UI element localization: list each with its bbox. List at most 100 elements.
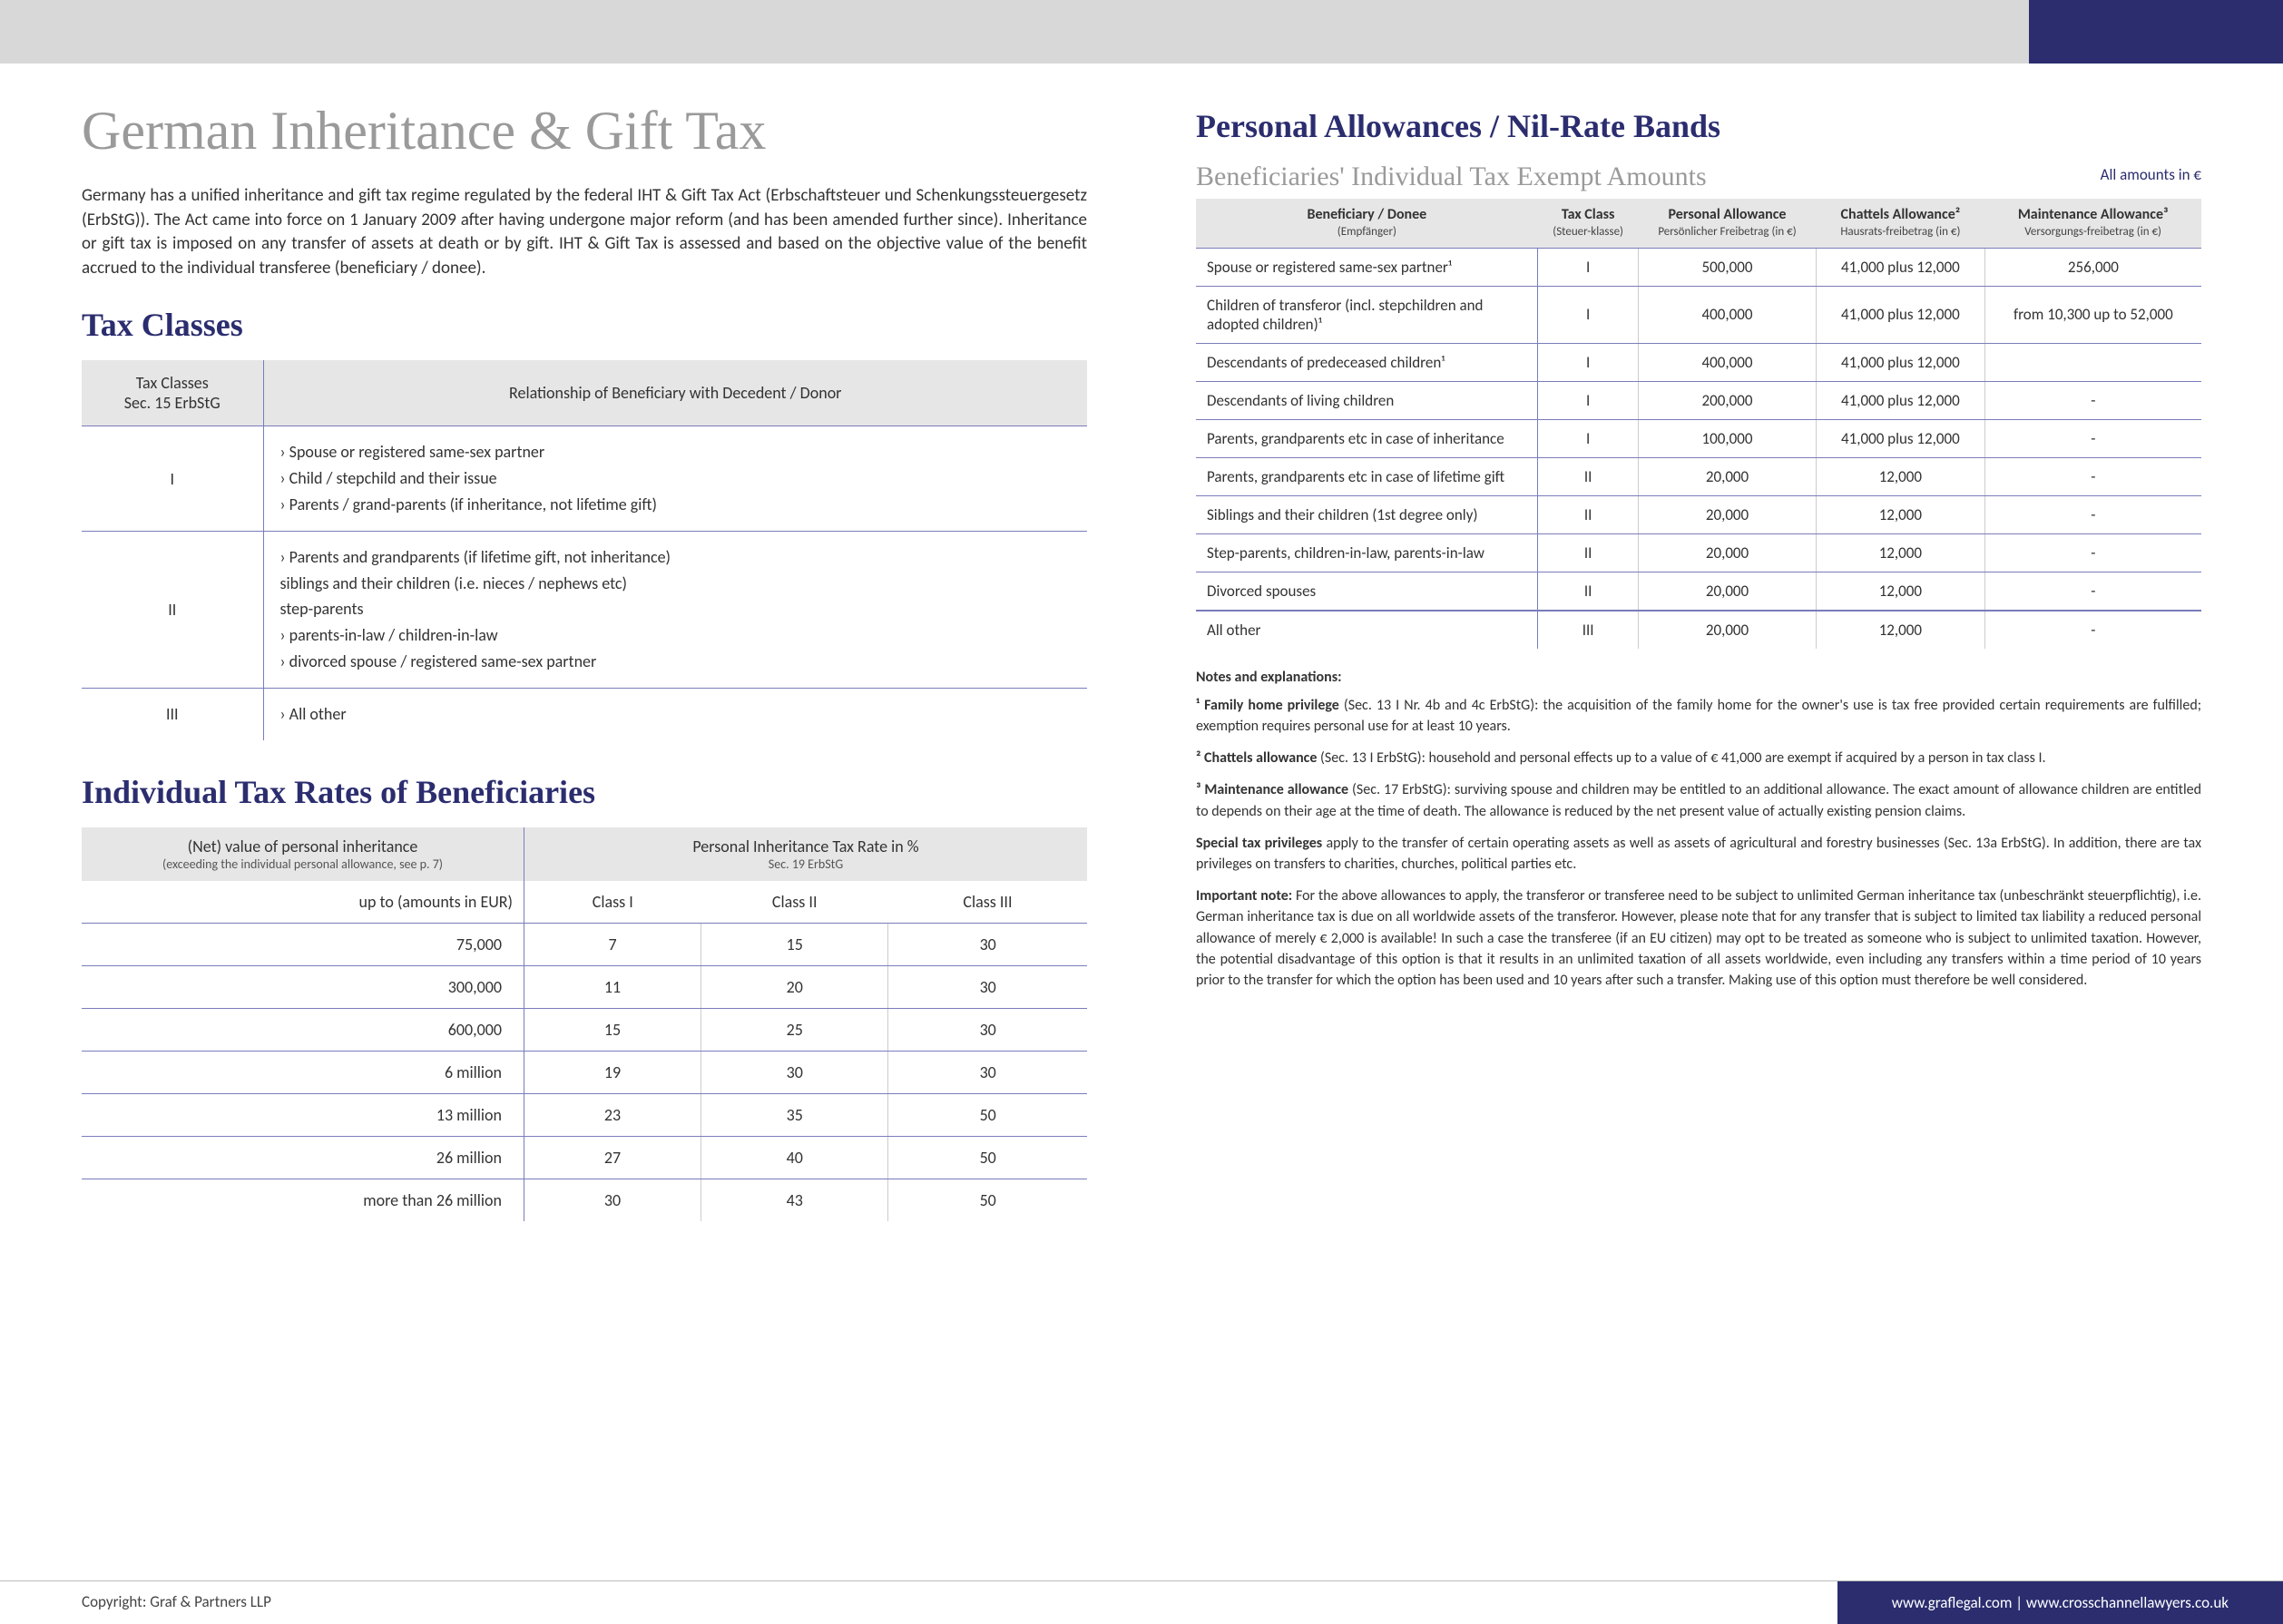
allow-cell: II xyxy=(1538,533,1639,572)
rates-cell: 25 xyxy=(701,1008,888,1051)
allow-cell: Descendants of predeceased children¹ xyxy=(1196,343,1538,381)
allow-cell: 41,000 plus 12,000 xyxy=(1817,343,1985,381)
allow-cell: 12,000 xyxy=(1817,495,1985,533)
tc-rel-cell: › All other xyxy=(263,688,1087,739)
allow-cell: Children of transferor (incl. stepchildr… xyxy=(1196,286,1538,343)
allowances-table: Beneficiary / Donee(Empfänger)Tax Class(… xyxy=(1196,199,2201,649)
allow-cell: Siblings and their children (1st degree … xyxy=(1196,495,1538,533)
allow-cell: 100,000 xyxy=(1639,419,1817,457)
note-extra: Special tax privileges apply to the tran… xyxy=(1196,833,2201,875)
tc-header-class: Tax Classes Sec. 15 ErbStG xyxy=(82,360,263,426)
allow-cell: 41,000 plus 12,000 xyxy=(1817,248,1985,286)
allow-cell: - xyxy=(1984,495,2201,533)
tc-header-rel: Relationship of Beneficiary with Deceden… xyxy=(263,360,1087,426)
rates-cell: 26 million xyxy=(82,1136,524,1179)
rates-cell: 15 xyxy=(701,923,888,965)
allow-header: Beneficiary / Donee(Empfänger) xyxy=(1196,199,1538,248)
allow-cell: Step-parents, children-in-law, parents-i… xyxy=(1196,533,1538,572)
allow-cell: II xyxy=(1538,457,1639,495)
rates-cell: 50 xyxy=(888,1093,1087,1136)
rates-cell: 20 xyxy=(701,965,888,1008)
intro-paragraph: Germany has a unified inheritance and gi… xyxy=(82,184,1087,280)
allow-cell: I xyxy=(1538,343,1639,381)
allow-cell: - xyxy=(1984,533,2201,572)
tc-rel-cell: › Parents and grandparents (if lifetime … xyxy=(263,531,1087,688)
allowances-title: Personal Allowances / Nil-Rate Bands xyxy=(1196,107,2201,145)
rates-cell: 15 xyxy=(524,1008,701,1051)
footer: Copyright: Graf & Partners LLP www.grafl… xyxy=(0,1580,2283,1624)
note-item: ¹ Family home privilege (Sec. 13 I Nr. 4… xyxy=(1196,695,2201,737)
footer-copyright: Copyright: Graf & Partners LLP xyxy=(0,1581,353,1624)
allow-cell: - xyxy=(1984,419,2201,457)
allow-cell: II xyxy=(1538,495,1639,533)
allow-cell: Divorced spouses xyxy=(1196,572,1538,611)
allow-cell: 400,000 xyxy=(1639,286,1817,343)
top-accent xyxy=(2029,0,2283,64)
rates-title: Individual Tax Rates of Beneficiaries xyxy=(82,773,1087,811)
allow-cell: 12,000 xyxy=(1817,611,1985,649)
allow-cell xyxy=(1984,343,2201,381)
rates-cell: 35 xyxy=(701,1093,888,1136)
allow-cell: 20,000 xyxy=(1639,611,1817,649)
tc-class-cell: I xyxy=(82,426,263,531)
allow-cell: II xyxy=(1538,572,1639,611)
notes-section: Notes and explanations: ¹ Family home pr… xyxy=(1196,667,2201,991)
allow-header: Chattels Allowance²Hausrats-freibetrag (… xyxy=(1817,199,1985,248)
note-extra: Important note: For the above allowances… xyxy=(1196,885,2201,991)
rates-cell: 300,000 xyxy=(82,965,524,1008)
rates-cell: 13 million xyxy=(82,1093,524,1136)
rates-cell: 30 xyxy=(888,965,1087,1008)
note-item: ² Chattels allowance (Sec. 13 I ErbStG):… xyxy=(1196,748,2201,768)
allow-cell: All other xyxy=(1196,611,1538,649)
allow-header: Maintenance Allowance³Versorgungs-freibe… xyxy=(1984,199,2201,248)
allow-header: Tax Class(Steuer-klasse) xyxy=(1538,199,1639,248)
rates-cell: 30 xyxy=(888,1051,1087,1093)
rates-table: (Net) value of personal inheritance (exc… xyxy=(82,827,1087,1221)
allow-cell: 20,000 xyxy=(1639,495,1817,533)
rates-cell: 40 xyxy=(701,1136,888,1179)
allow-cell: 400,000 xyxy=(1639,343,1817,381)
rates-cell: 27 xyxy=(524,1136,701,1179)
tc-class-cell: II xyxy=(82,531,263,688)
rates-head-left: (Net) value of personal inheritance (exc… xyxy=(82,827,524,881)
rates-cell: 30 xyxy=(701,1051,888,1093)
allow-cell: - xyxy=(1984,457,2201,495)
rates-cell: 43 xyxy=(701,1179,888,1221)
left-column: German Inheritance & Gift Tax Germany ha… xyxy=(82,100,1087,1221)
rates-cell: 50 xyxy=(888,1136,1087,1179)
page-content: German Inheritance & Gift Tax Germany ha… xyxy=(0,64,2283,1221)
rates-sub-3: Class III xyxy=(888,881,1087,924)
rates-sub-1: Class I xyxy=(524,881,701,924)
rates-sub-2: Class II xyxy=(701,881,888,924)
rates-cell: 30 xyxy=(888,923,1087,965)
rates-cell: 11 xyxy=(524,965,701,1008)
allow-cell: I xyxy=(1538,248,1639,286)
tc-class-cell: III xyxy=(82,688,263,739)
rates-cell: 50 xyxy=(888,1179,1087,1221)
rates-cell: 30 xyxy=(524,1179,701,1221)
allow-cell: Parents, grandparents etc in case of lif… xyxy=(1196,457,1538,495)
allow-cell: Spouse or registered same-sex partner¹ xyxy=(1196,248,1538,286)
rates-head-right: Personal Inheritance Tax Rate in % Sec. … xyxy=(524,827,1087,881)
allow-cell: 41,000 plus 12,000 xyxy=(1817,381,1985,419)
tax-classes-title: Tax Classes xyxy=(82,306,1087,344)
rates-cell: 600,000 xyxy=(82,1008,524,1051)
note-item: ³ Maintenance allowance (Sec. 17 ErbStG)… xyxy=(1196,779,2201,821)
rates-cell: 23 xyxy=(524,1093,701,1136)
allow-cell: I xyxy=(1538,381,1639,419)
allow-cell: 500,000 xyxy=(1639,248,1817,286)
allow-cell: from 10,300 up to 52,000 xyxy=(1984,286,2201,343)
allow-cell: I xyxy=(1538,286,1639,343)
rates-sub-0: up to (amounts in EUR) xyxy=(82,881,524,924)
tc-rel-cell: › Spouse or registered same-sex partner … xyxy=(263,426,1087,531)
tax-classes-table: Tax Classes Sec. 15 ErbStG Relationship … xyxy=(82,360,1087,739)
rates-head-right-text: Personal Inheritance Tax Rate in % xyxy=(692,836,918,856)
allow-cell: - xyxy=(1984,381,2201,419)
allow-cell: 41,000 plus 12,000 xyxy=(1817,286,1985,343)
allow-header: Personal AllowancePersönlicher Freibetra… xyxy=(1639,199,1817,248)
rates-head-right-sub: Sec. 19 ErbStG xyxy=(535,856,1076,872)
allow-cell: I xyxy=(1538,419,1639,457)
allow-cell: - xyxy=(1984,572,2201,611)
allow-cell: 12,000 xyxy=(1817,457,1985,495)
allow-cell: 12,000 xyxy=(1817,533,1985,572)
